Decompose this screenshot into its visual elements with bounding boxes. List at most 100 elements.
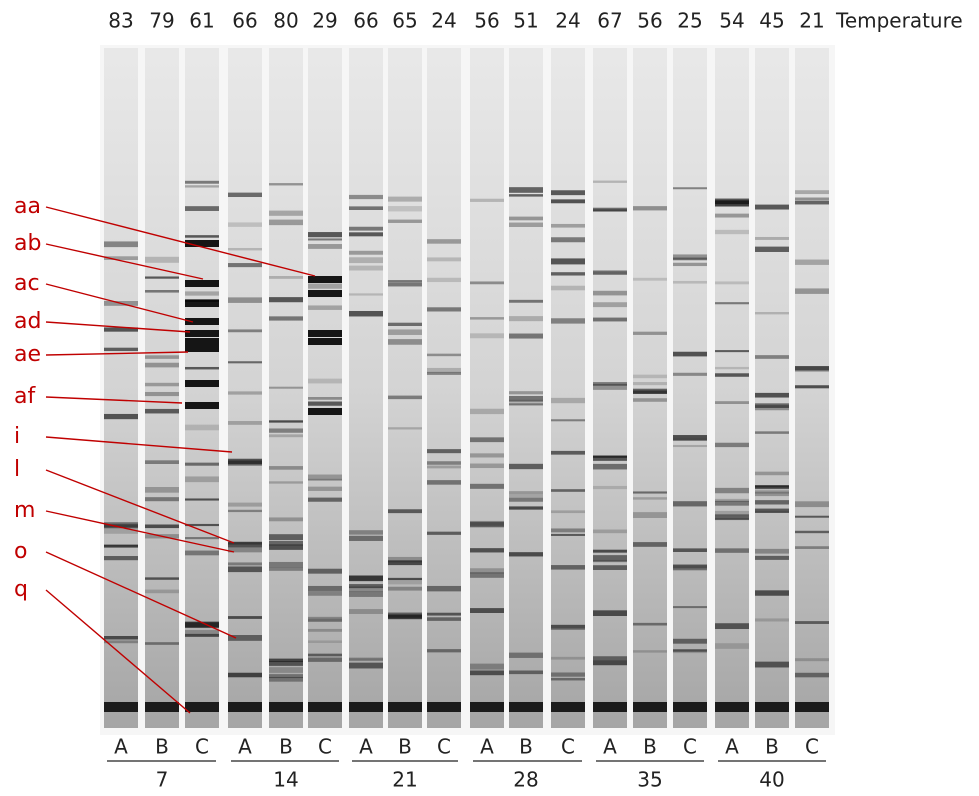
band xyxy=(308,290,342,297)
band xyxy=(228,547,262,553)
band xyxy=(755,312,789,315)
band xyxy=(715,229,749,235)
temperature-label: 83 xyxy=(108,9,133,33)
band xyxy=(795,385,829,389)
band xyxy=(593,271,627,275)
band xyxy=(673,280,707,284)
band xyxy=(269,534,303,541)
lane xyxy=(470,48,504,728)
temperature-label: 25 xyxy=(677,9,702,33)
band xyxy=(715,373,749,377)
band xyxy=(715,487,749,494)
band xyxy=(228,702,262,712)
temperature-label: 61 xyxy=(189,9,214,33)
band xyxy=(755,590,789,596)
band xyxy=(470,281,504,285)
band-pointer xyxy=(45,396,183,404)
band xyxy=(593,382,627,386)
band xyxy=(185,185,219,188)
band xyxy=(715,548,749,553)
band xyxy=(633,491,667,494)
band-pointer xyxy=(45,551,237,639)
band xyxy=(551,285,585,291)
band xyxy=(427,617,461,621)
band xyxy=(427,649,461,653)
band xyxy=(269,386,303,389)
band xyxy=(551,223,585,228)
lane-letter: B xyxy=(398,735,412,759)
band xyxy=(551,419,585,422)
band xyxy=(269,316,303,321)
band xyxy=(228,192,262,198)
band xyxy=(185,180,219,184)
band xyxy=(795,546,829,549)
band xyxy=(308,283,342,289)
band xyxy=(349,206,383,211)
band xyxy=(509,494,543,498)
band xyxy=(427,612,461,616)
band xyxy=(228,263,262,268)
band xyxy=(673,254,707,260)
band xyxy=(551,489,585,492)
band xyxy=(185,621,219,628)
temperature-label: 29 xyxy=(312,9,337,33)
band xyxy=(593,302,627,308)
band xyxy=(715,643,749,649)
band xyxy=(551,656,585,660)
band-label: m xyxy=(14,498,35,523)
band xyxy=(470,521,504,528)
band xyxy=(388,611,422,618)
temperature-label: 56 xyxy=(637,9,662,33)
band xyxy=(509,652,543,658)
band xyxy=(388,282,422,287)
band xyxy=(308,616,342,622)
band xyxy=(104,413,138,420)
band xyxy=(509,194,543,197)
labels: 83 79 61 66 80 29 66 65 24 56 51 24 67 56 25 54 45 21 Temp… xyxy=(14,9,963,792)
band xyxy=(470,437,504,443)
band xyxy=(228,672,262,678)
band xyxy=(755,508,789,511)
band xyxy=(795,366,829,371)
lane xyxy=(633,48,667,728)
band xyxy=(795,530,829,534)
band xyxy=(633,542,667,547)
band xyxy=(427,353,461,357)
band xyxy=(308,640,342,643)
band xyxy=(185,318,219,325)
band xyxy=(388,280,422,283)
band xyxy=(755,204,789,210)
band xyxy=(509,552,543,557)
temperature-label: 21 xyxy=(799,9,824,33)
band xyxy=(308,618,342,622)
band xyxy=(308,628,342,632)
band xyxy=(104,524,138,529)
lane xyxy=(349,48,383,728)
band xyxy=(228,421,262,425)
band xyxy=(308,397,342,400)
lane-letter: A xyxy=(725,735,739,759)
band xyxy=(551,533,585,536)
lane-letter: C xyxy=(437,735,451,759)
band xyxy=(185,523,219,527)
band xyxy=(308,497,342,502)
group-day: 35 xyxy=(637,768,662,792)
band xyxy=(269,517,303,522)
band xyxy=(349,293,383,296)
band xyxy=(269,297,303,303)
band xyxy=(349,575,383,581)
band xyxy=(633,374,667,379)
band xyxy=(470,520,504,526)
band xyxy=(269,567,303,571)
band xyxy=(755,618,789,622)
band-pointer xyxy=(45,321,191,333)
lane-letter: A xyxy=(238,735,252,759)
band xyxy=(145,702,179,712)
band xyxy=(388,329,422,335)
band xyxy=(349,609,383,614)
band xyxy=(308,657,342,662)
band xyxy=(349,535,383,541)
band xyxy=(308,478,342,481)
band xyxy=(795,190,829,195)
band xyxy=(185,235,219,238)
